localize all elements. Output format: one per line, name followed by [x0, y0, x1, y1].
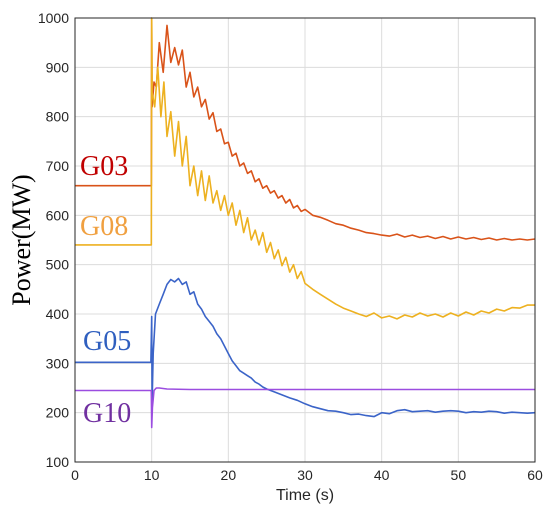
x-tick-label: 50: [451, 467, 467, 483]
series-label-g03: G03: [80, 151, 128, 182]
y-tick-label: 700: [46, 158, 70, 174]
series-label-g08: G08: [80, 211, 128, 242]
series-label-g05: G05: [83, 326, 131, 357]
y-tick-label: 400: [46, 306, 70, 322]
x-tick-label: 40: [374, 467, 390, 483]
series-line-g05: [75, 277, 536, 418]
y-tick-label: 900: [46, 59, 70, 75]
y-tick-label: 800: [46, 109, 70, 125]
x-tick-label: 20: [221, 467, 237, 483]
series-line-g10: [75, 387, 535, 429]
y-tick-label: 600: [46, 207, 70, 223]
series-line-g08: [75, 17, 535, 320]
series-label-g10: G10: [83, 398, 131, 429]
y-axis-title: Power(MW): [7, 174, 36, 305]
y-tick-label: 500: [46, 257, 70, 273]
y-tick-labels: 100 200 300 400 500 600 700 800 900 1000: [38, 10, 69, 470]
y-tick-label: 1000: [38, 10, 69, 26]
x-axis-title: Time (s): [276, 487, 334, 504]
x-tick-label: 0: [71, 467, 79, 483]
y-tick-label: 300: [46, 355, 70, 371]
x-tick-label: 60: [527, 467, 543, 483]
x-tick-label: 10: [144, 467, 160, 483]
y-tick-label: 100: [46, 454, 70, 470]
x-tick-labels: 0 10 20 30 40 50 60: [71, 467, 543, 483]
series-labels: G03 G08 G05 G10: [80, 151, 131, 429]
x-tick-label: 30: [297, 467, 313, 483]
plot-frame: [74, 17, 536, 463]
series-layer: [75, 17, 536, 429]
y-tick-label: 200: [46, 405, 70, 421]
series-line-g03: [75, 17, 536, 241]
grid: [74, 17, 536, 463]
